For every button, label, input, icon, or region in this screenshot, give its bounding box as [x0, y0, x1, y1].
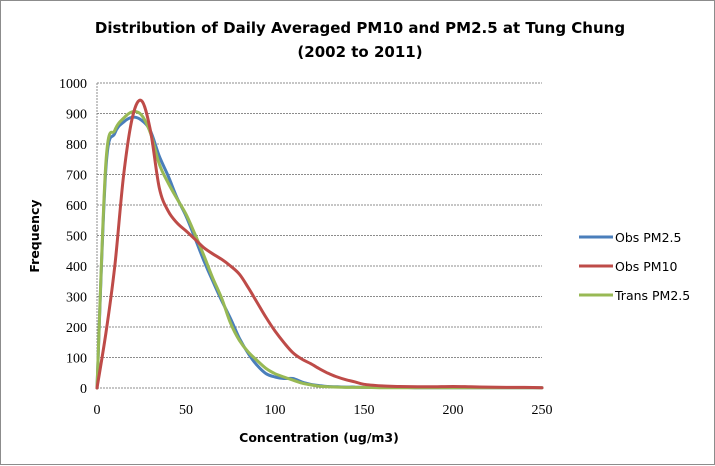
x-tick-label: 100	[265, 403, 286, 418]
y-tick-label: 900	[66, 108, 87, 123]
chart-title: Distribution of Daily Averaged PM10 and …	[95, 19, 625, 37]
gridlines	[97, 82, 542, 358]
y-axis-label: Frequency	[27, 199, 42, 272]
x-tick-label: 250	[532, 403, 553, 418]
y-tick-label: 1000	[59, 77, 87, 92]
legend-label: Trans PM2.5	[614, 288, 690, 303]
x-tick-label: 50	[179, 403, 193, 418]
y-tick-label: 100	[66, 352, 87, 367]
x-axis-label: Concentration (ug/m3)	[239, 430, 399, 445]
legend-label: Obs PM2.5	[615, 230, 681, 245]
y-tick-label: 200	[66, 321, 87, 336]
y-tick-label: 700	[66, 169, 87, 184]
y-tick-label: 800	[66, 138, 87, 153]
x-tick-label: 200	[443, 403, 464, 418]
legend: Obs PM2.5 Obs PM10 Trans PM2.5	[579, 230, 690, 303]
y-tick-label: 0	[80, 382, 87, 397]
series-line-trans-pm2-5	[95, 110, 544, 390]
series-lines	[95, 98, 544, 390]
y-tick-label: 500	[66, 230, 87, 245]
y-tick-label: 400	[66, 260, 87, 275]
chart-subtitle: (2002 to 2011)	[297, 43, 422, 61]
series-line-obs-pm10	[95, 98, 544, 390]
x-tick-label: 0	[94, 403, 101, 418]
x-tick-label: 150	[354, 403, 375, 418]
y-axis-ticks: 0 100 200 300 400 500 600 700 800 900 1000	[59, 77, 87, 397]
series-line-obs-pm2-5	[95, 115, 544, 390]
legend-item: Obs PM10	[579, 259, 678, 274]
y-tick-label: 600	[66, 199, 87, 214]
legend-item: Trans PM2.5	[579, 288, 690, 303]
legend-label: Obs PM10	[615, 259, 678, 274]
y-tick-label: 300	[66, 291, 87, 306]
x-axis-ticks: 0 50 100 150 200 250	[94, 403, 553, 418]
legend-item: Obs PM2.5	[579, 230, 681, 245]
